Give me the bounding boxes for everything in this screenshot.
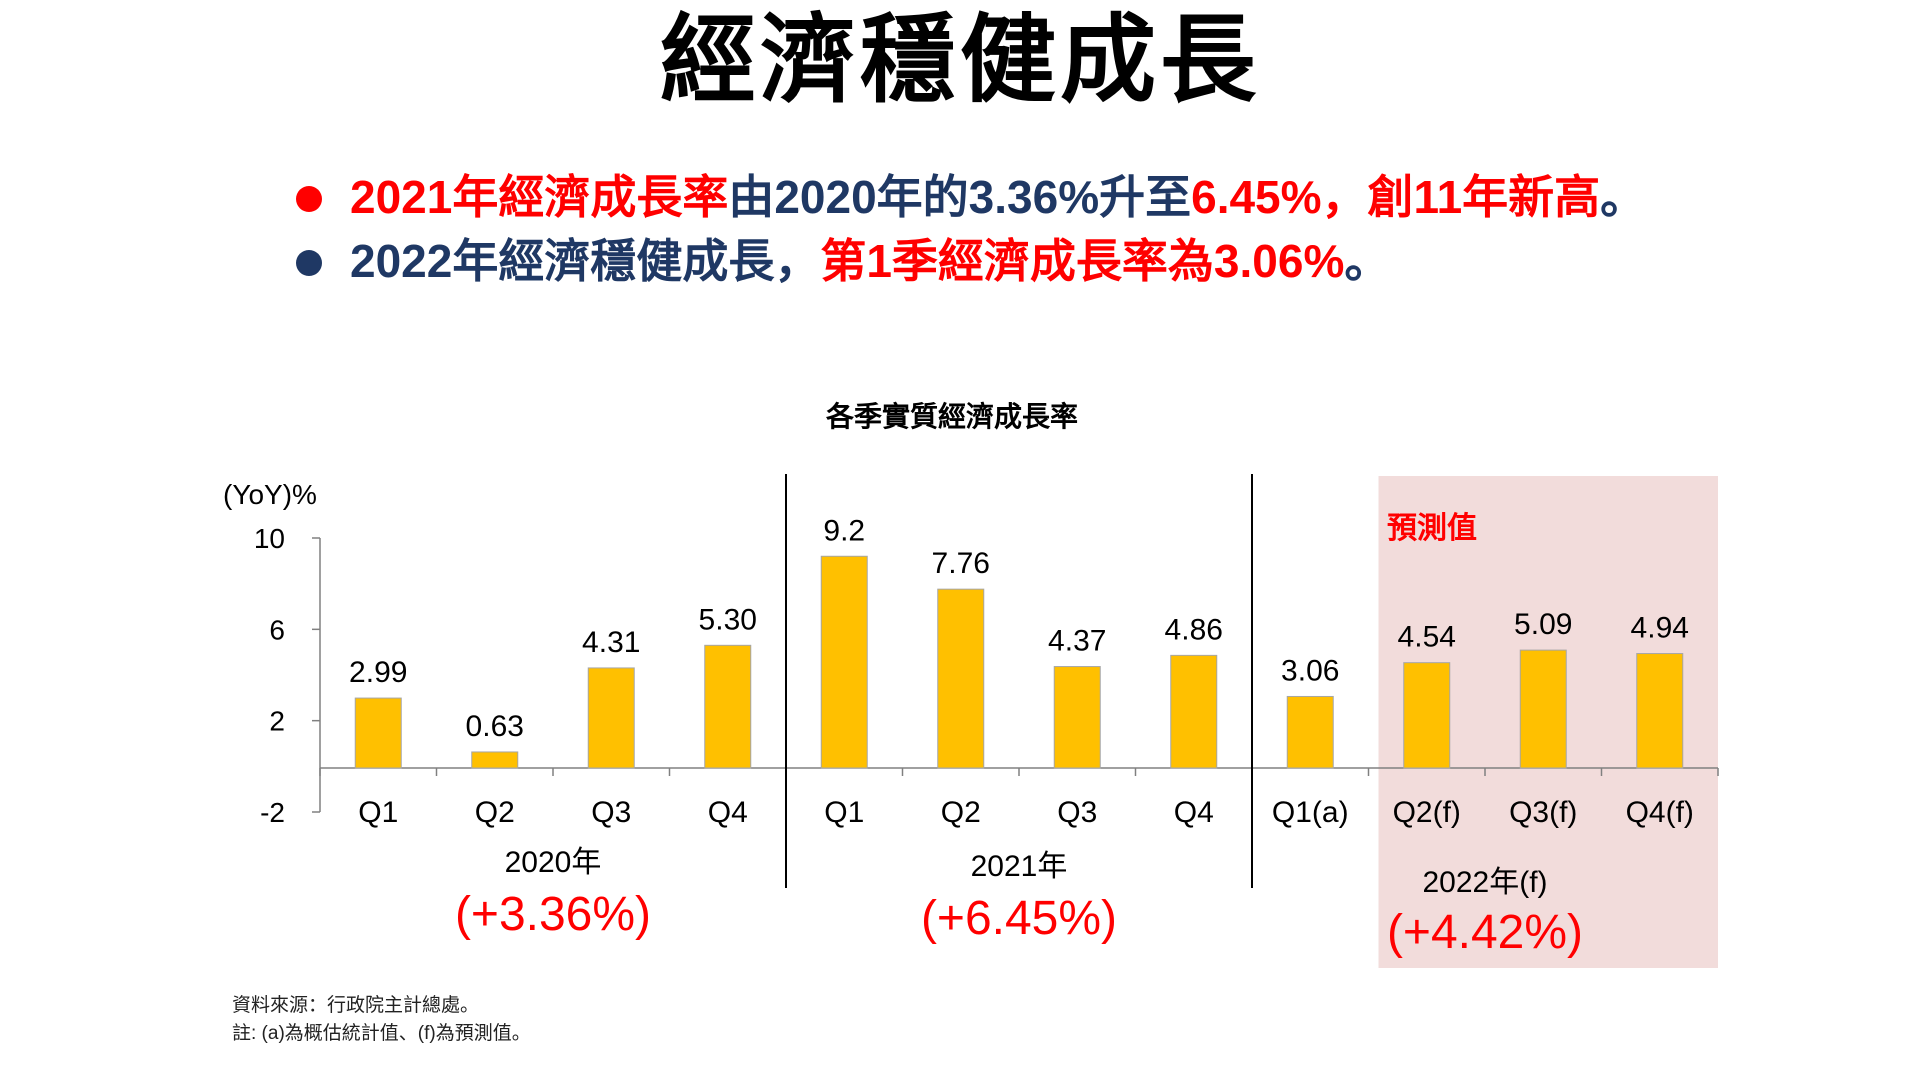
category-label: Q1 <box>824 796 864 829</box>
category-label: Q2 <box>475 796 515 829</box>
source-note: 資料來源：行政院主計總處。 <box>232 995 480 1016</box>
annual-growth-label: (+6.45%) <box>921 892 1117 945</box>
category-label: Q3 <box>1057 796 1097 829</box>
bar-value-label: 5.30 <box>699 603 757 636</box>
category-label: Q4 <box>1174 796 1214 829</box>
bullet-dot <box>296 250 322 276</box>
bar <box>1170 654 1218 769</box>
category-label: Q2 <box>941 796 981 829</box>
bar <box>587 667 635 769</box>
bullet-2021-growth: 2021年經濟成長率由2020年的3.36%升至6.45%，創11年新高。 <box>290 168 1690 226</box>
bar-value-label: 7.76 <box>932 547 990 580</box>
bullet-text-segment: 。 <box>1600 171 1647 223</box>
bar-value-label: 4.54 <box>1398 621 1456 654</box>
bar-value-label: 2.99 <box>349 656 407 689</box>
bar <box>354 697 402 769</box>
category-label: Q4(f) <box>1626 796 1694 829</box>
bar-value-label: 4.86 <box>1165 613 1223 646</box>
footnote: 註: (a)為概估統計值、(f)為預測值。 <box>232 1023 531 1044</box>
year-group-label: 2020年 <box>505 846 602 879</box>
bar <box>820 555 868 769</box>
bar <box>1403 662 1451 769</box>
bar-value-label: 4.94 <box>1631 612 1689 645</box>
year-group-label: 2022年(f) <box>1422 866 1547 899</box>
bullet-text-segment: 。 <box>1344 235 1391 287</box>
category-label: Q3(f) <box>1509 796 1577 829</box>
y-tick-label: -2 <box>260 797 285 828</box>
bullet-text-segment: 2022年經濟穩健成長， <box>350 235 821 287</box>
bar <box>1519 649 1567 769</box>
year-group-label: 2021年 <box>971 850 1068 883</box>
summary-bullets: 2021年經濟成長率由2020年的3.36%升至6.45%，創11年新高。 20… <box>290 168 1690 296</box>
category-label: Q1(a) <box>1272 796 1349 829</box>
category-label: Q3 <box>591 796 631 829</box>
y-axis-label: (YoY)% <box>223 479 317 510</box>
bullet-text-segment: 2021年經濟成長率 <box>350 171 729 223</box>
bullet-text-segment: 第1季經濟成長率為3.06% <box>820 235 1345 287</box>
bar <box>1286 695 1334 769</box>
bar-value-label: 3.06 <box>1281 654 1339 687</box>
annual-growth-label: (+4.42%) <box>1387 906 1583 959</box>
category-label: Q1 <box>358 796 398 829</box>
y-tick-label: 10 <box>254 523 285 554</box>
bullet-text-segment: 由2020年的3.36%升至 <box>728 171 1192 223</box>
bar <box>704 644 752 769</box>
bar <box>1053 666 1101 769</box>
bar-value-label: 4.37 <box>1048 625 1106 658</box>
bar <box>1636 653 1684 769</box>
bar-value-label: 4.31 <box>582 626 640 659</box>
bar <box>471 751 519 769</box>
bullet-dot <box>296 186 322 212</box>
y-tick-label: 6 <box>269 614 285 645</box>
chart-title: 各季實質經濟成長率 <box>825 400 1078 432</box>
bar-value-label: 0.63 <box>466 710 524 743</box>
category-label: Q4 <box>708 796 748 829</box>
page-title: 經濟穩健成長 <box>660 4 1260 116</box>
bar-value-label: 9.2 <box>823 514 865 547</box>
bullet-2022-growth: 2022年經濟穩健成長，第1季經濟成長率為3.06%。 <box>290 232 1690 290</box>
forecast-label: 預測值 <box>1387 512 1477 545</box>
annual-growth-label: (+3.36%) <box>455 888 651 941</box>
category-label: Q2(f) <box>1393 796 1461 829</box>
bullet-text-segment: 6.45%，創11年新高 <box>1191 171 1601 223</box>
bar-value-label: 5.09 <box>1514 608 1572 641</box>
bar <box>937 588 985 769</box>
y-tick-label: 2 <box>269 706 285 737</box>
